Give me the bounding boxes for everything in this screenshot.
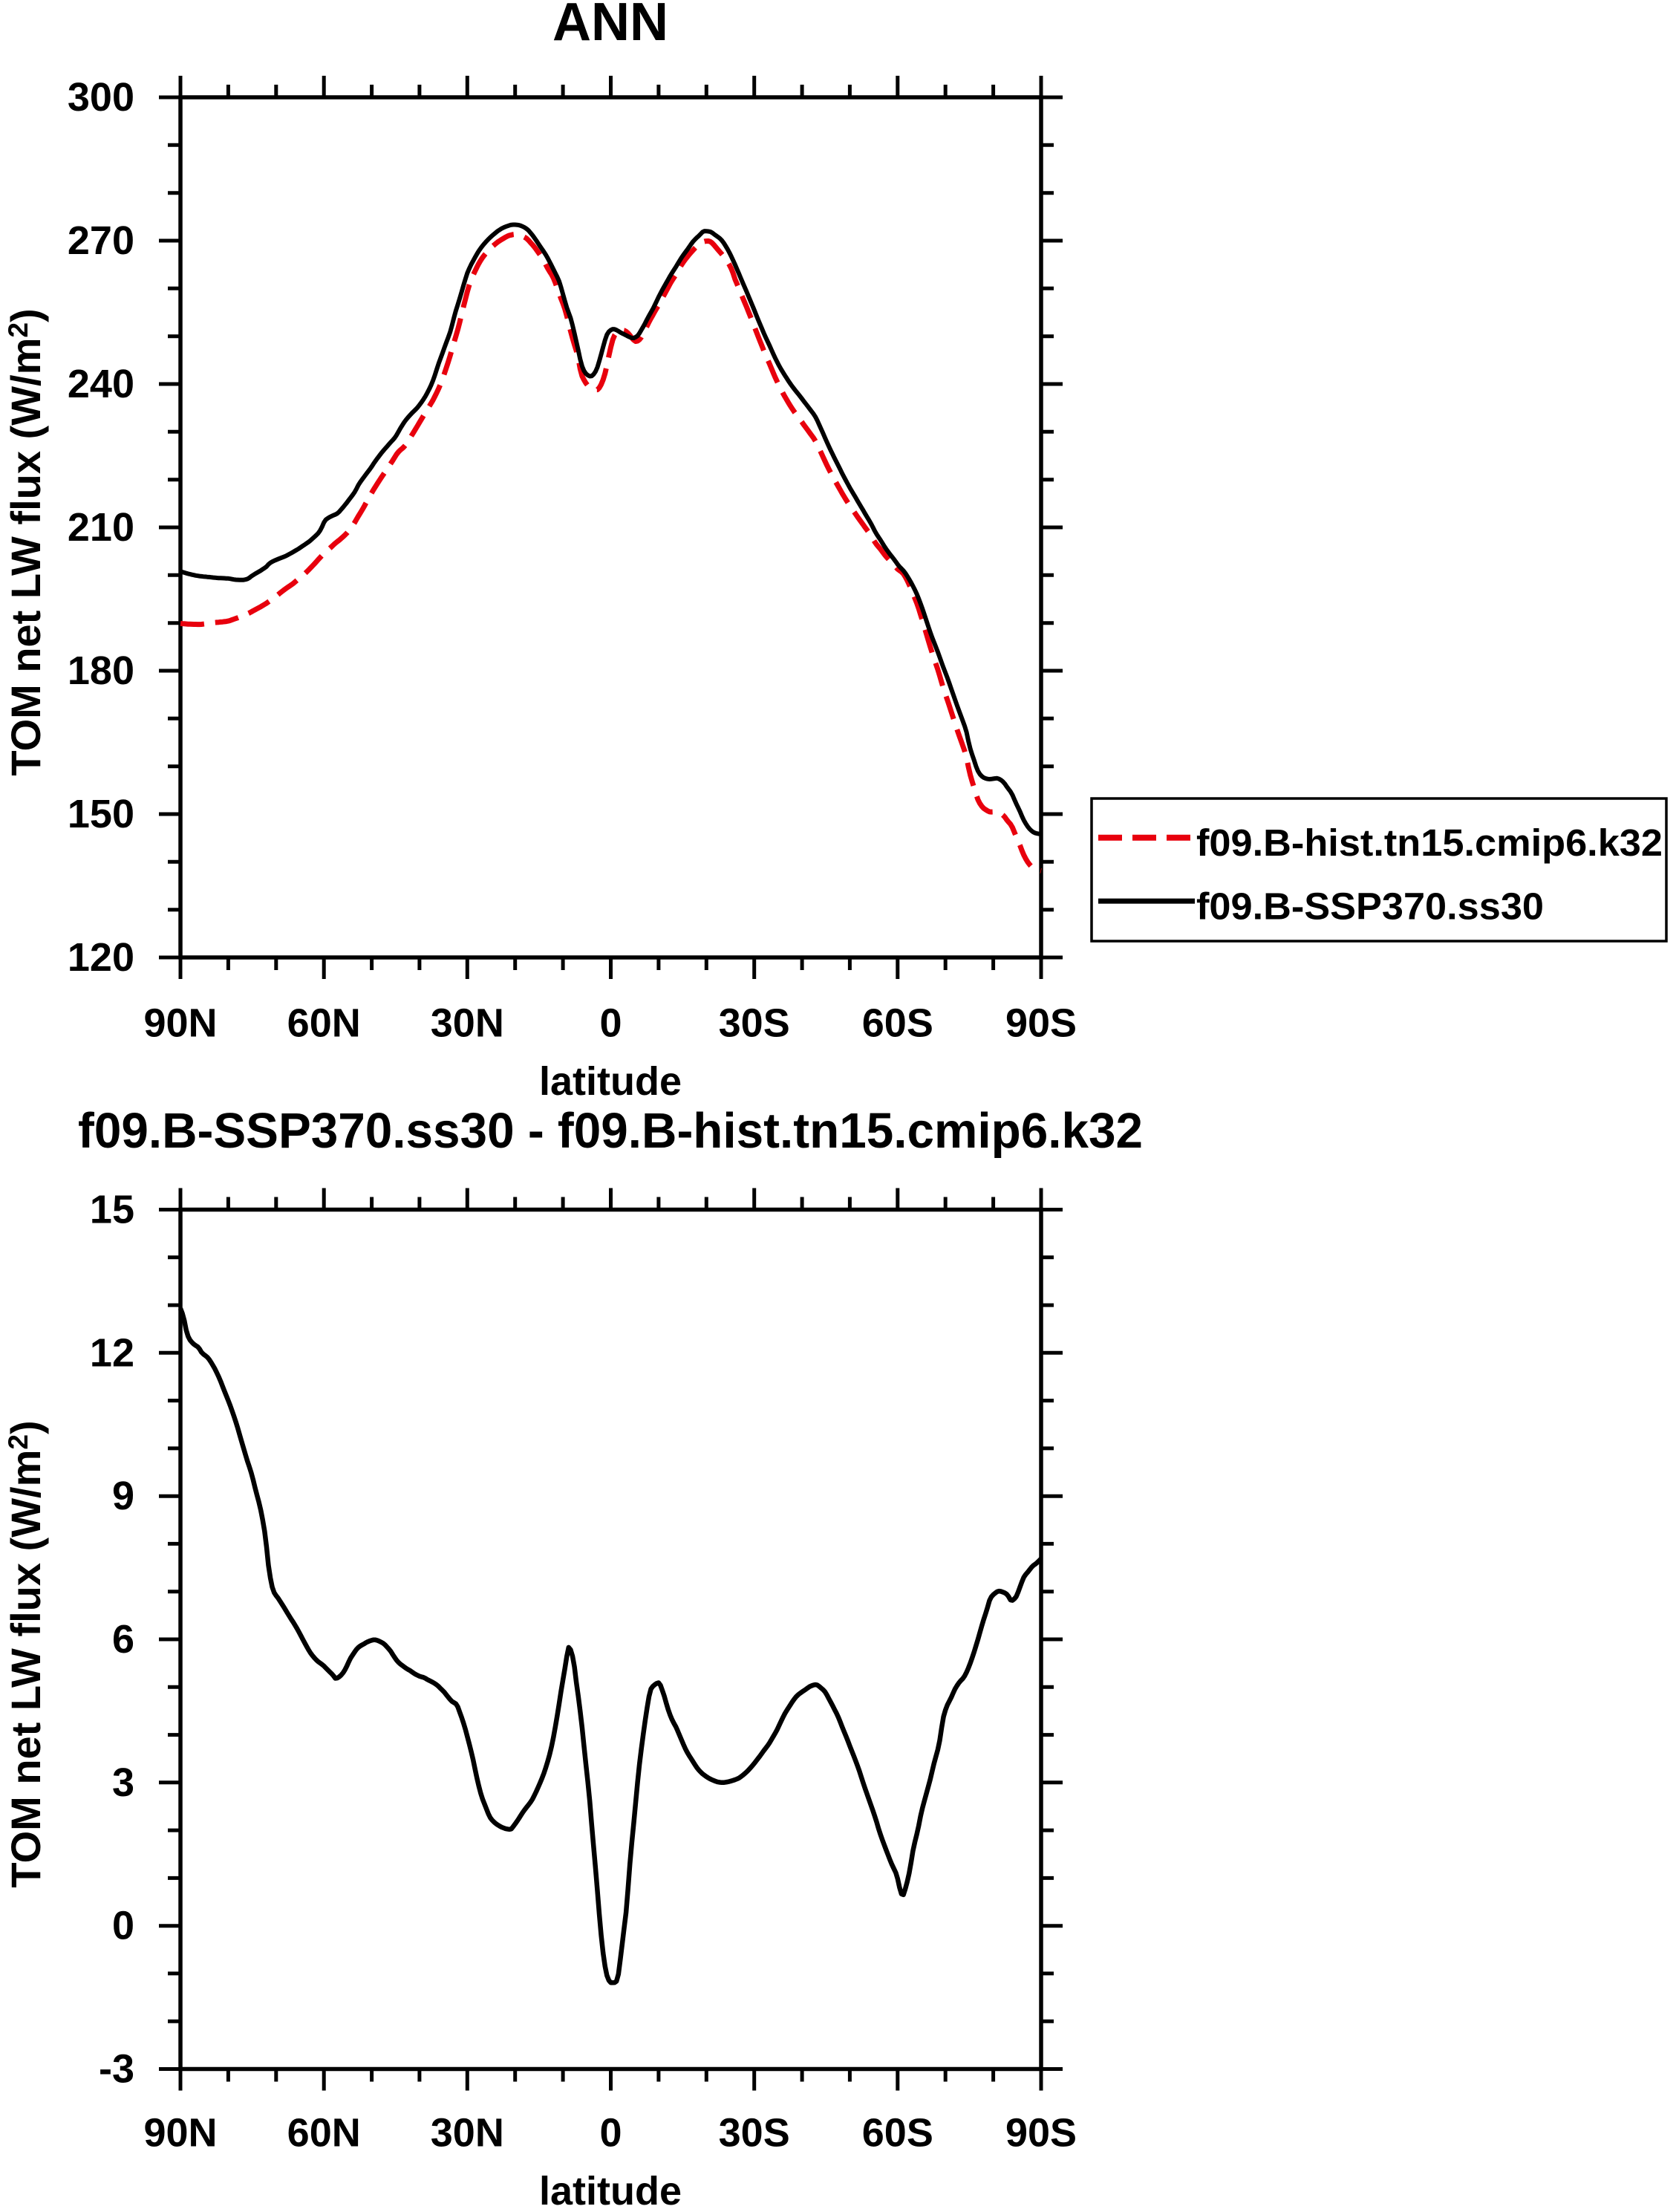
svg-text:270: 270 [68,218,134,263]
svg-text:TOM net LW flux (W/m2): TOM net LW flux (W/m2) [2,1420,49,1887]
svg-text:f09.B-hist.tn15.cmip6.k32: f09.B-hist.tn15.cmip6.k32 [1196,822,1663,864]
svg-text:ANN: ANN [552,0,668,52]
svg-text:30S: 30S [719,2111,790,2156]
svg-text:60N: 60N [287,2111,361,2156]
svg-text:12: 12 [90,1330,134,1375]
svg-text:9: 9 [112,1474,134,1518]
svg-text:latitude: latitude [539,1059,682,1104]
svg-text:150: 150 [68,792,134,836]
svg-text:30S: 30S [719,1001,790,1046]
svg-text:210: 210 [68,505,134,550]
svg-text:240: 240 [68,362,134,406]
svg-text:180: 180 [68,648,134,693]
svg-text:3: 3 [112,1760,134,1805]
svg-text:0: 0 [112,1904,134,1948]
svg-text:60N: 60N [287,1001,361,1046]
svg-text:latitude: latitude [539,2169,682,2212]
svg-text:15: 15 [90,1188,134,1232]
svg-text:90S: 90S [1005,2111,1077,2156]
svg-text:90N: 90N [143,2111,217,2156]
svg-text:6: 6 [112,1617,134,1662]
svg-text:0: 0 [599,1001,622,1046]
svg-text:f09.B-SSP370.ss30: f09.B-SSP370.ss30 [1196,885,1544,927]
svg-text:120: 120 [68,935,134,980]
svg-text:f09.B-SSP370.ss30 - f09.B-hist: f09.B-SSP370.ss30 - f09.B-hist.tn15.cmip… [78,1103,1143,1159]
svg-text:TOM net LW flux (W/m2): TOM net LW flux (W/m2) [2,308,49,775]
svg-text:-3: -3 [99,2047,134,2092]
svg-text:60S: 60S [862,2111,933,2156]
svg-text:300: 300 [68,75,134,120]
svg-text:0: 0 [599,2111,622,2156]
svg-text:90S: 90S [1005,1001,1077,1046]
svg-text:30N: 30N [431,1001,504,1046]
svg-text:30N: 30N [431,2111,504,2156]
svg-text:60S: 60S [862,1001,933,1046]
svg-text:90N: 90N [143,1001,217,1046]
